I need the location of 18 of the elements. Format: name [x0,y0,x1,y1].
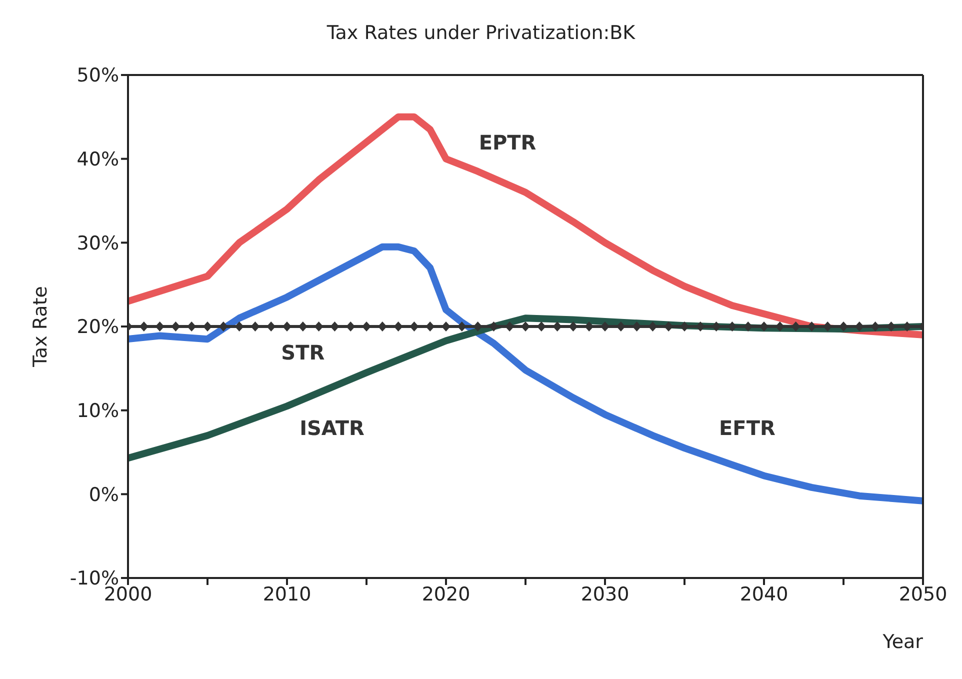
x-tick-label: 2020 [422,583,470,606]
series-label: STR [281,340,325,364]
y-tick-label: 50% [76,64,119,87]
y-axis-title: Tax Rate [30,286,52,368]
x-tick-label: 2050 [898,583,948,606]
y-tick-label: 20% [76,316,119,338]
x-axis-title: Year [882,631,924,653]
y-tick-label: 0% [88,484,119,506]
series-label: ISATR [300,416,364,440]
series-label: EPTR [478,130,536,154]
x-tick-label: 2040 [740,583,788,606]
chart-title: Tax Rates under Privatization:BK [326,21,636,46]
x-tick-label: 2010 [262,583,312,606]
y-tick-label: 10% [76,400,119,422]
y-tick-label: 30% [76,232,119,254]
x-tick-label: 2030 [580,583,630,606]
series-label: EFTR [719,416,776,440]
y-tick-label: 40% [76,148,119,171]
